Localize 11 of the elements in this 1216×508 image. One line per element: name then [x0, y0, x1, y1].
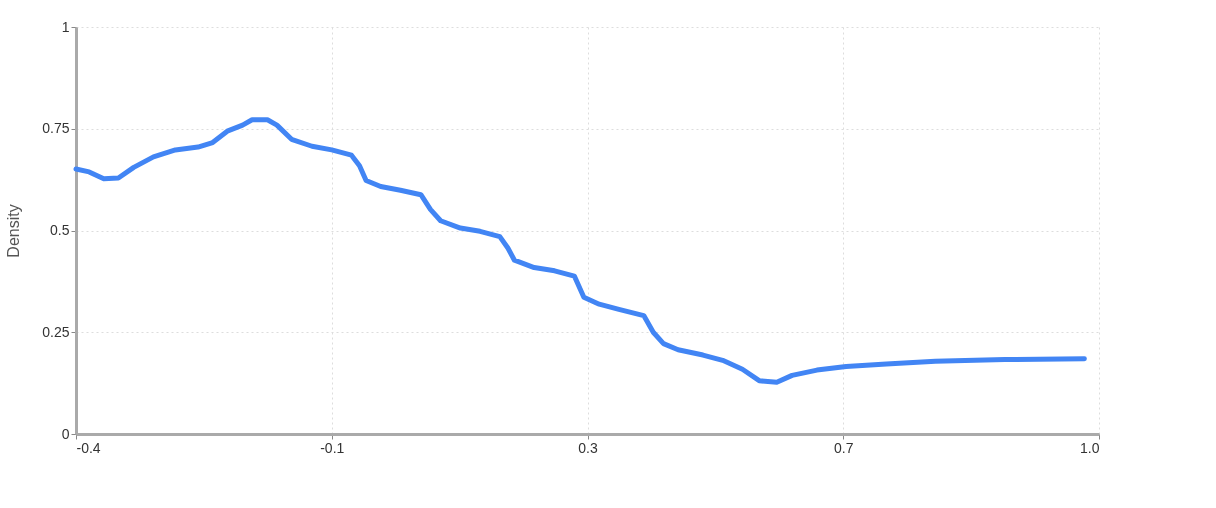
x-tick-label: 0.7 — [834, 439, 854, 456]
y-tick-label: 0.75 — [42, 120, 70, 137]
y-tick-label: 1 — [61, 18, 70, 35]
y-tick-label: 0.25 — [42, 323, 70, 340]
y-tick-label: 0.5 — [50, 222, 70, 238]
x-tick-label: -0.1 — [320, 439, 345, 456]
x-tick-label: 1.0 — [1080, 439, 1100, 456]
x-tick-label: 0.3 — [578, 439, 598, 456]
y-axis-title: Density — [5, 204, 23, 258]
x-tick-label: -0.4 — [76, 439, 101, 456]
y-tick-label: 0 — [61, 425, 70, 442]
